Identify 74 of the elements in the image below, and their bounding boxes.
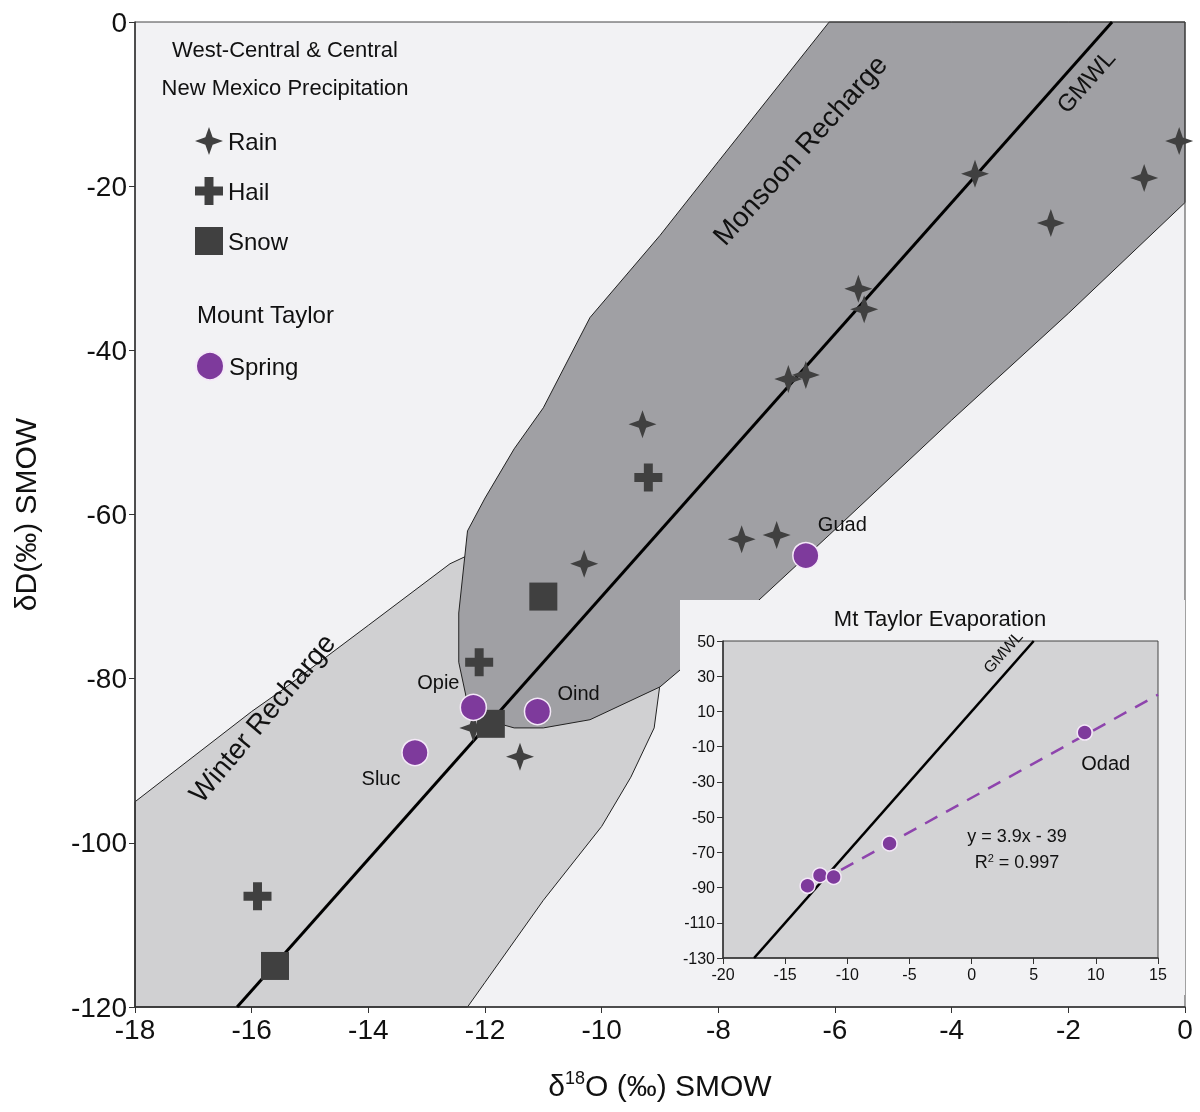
x-tick-label: 10 [1086,965,1105,983]
point [1076,724,1093,741]
point [261,951,289,980]
y-tick-label: -10 [691,738,716,756]
x-tick-label: -16 [231,1013,272,1045]
x-tick-label: -5 [902,965,917,983]
annotation: Sluc [361,766,401,789]
y-axis-title: δD(‰) SMOW [8,417,42,612]
legend-label: Spring [229,352,299,380]
x-tick-label: -14 [348,1013,389,1045]
x-tick-label: -8 [705,1013,731,1045]
y-tick-label: -30 [691,773,716,791]
x-tick-label: 0 [1177,1013,1193,1045]
legend-label: Hail [228,177,270,205]
y-tick-label: -50 [691,808,716,826]
point [465,648,494,677]
point [523,697,552,726]
point [476,709,505,738]
legend-title: West-Central & Central New Mexico Precipitation [161,36,409,101]
y-tick-label: -70 [691,843,716,861]
point [1036,209,1065,238]
y-tick-label: -20 [86,170,127,202]
point [792,541,820,570]
y-tick-label: -80 [86,663,127,695]
y-tick-label: 10 [697,702,716,720]
point [799,877,816,894]
y-tick-label: -130 [682,949,716,967]
point [961,159,989,188]
point [825,868,842,886]
point [628,410,657,439]
point [1165,127,1194,156]
point [850,295,879,324]
x-tick-label: 0 [967,965,977,983]
legend-label: Snow [228,227,289,255]
y-tick-label: -90 [691,879,716,897]
y-tick-label: 50 [697,632,716,650]
x-tick-label: -12 [464,1013,506,1045]
y-tick-label: 30 [697,667,716,685]
point [844,274,873,303]
annotation: Oind [557,681,600,704]
point [506,742,534,771]
annotation: Opie [417,671,460,694]
point [529,582,558,611]
y-tick-label: -110 [684,914,716,932]
point [774,365,803,394]
point [243,882,272,911]
y-tick-label: -60 [86,499,127,530]
y-tick-label: 0 [111,6,127,38]
point [791,360,820,389]
point [570,549,599,578]
x-tick-label: -6 [822,1013,848,1045]
point [1130,163,1159,192]
x-tick-label: -10 [581,1013,622,1045]
annotation: y = 3.9x - 39 [967,826,1067,846]
x-tick-label: -10 [835,965,859,983]
point [459,693,488,722]
chart-title: Mt Taylor Evaporation [833,605,1047,631]
point [401,738,429,767]
point [727,525,756,554]
point [634,463,663,492]
point [811,867,829,884]
x-tick-label: -4 [939,1013,965,1045]
x-tick-label: -20 [711,965,735,983]
y-tick-label: -40 [86,334,127,366]
point [762,521,791,550]
x-tick-label: 5 [1029,965,1039,983]
x-tick-label: -15 [773,965,797,983]
annotation: Odad [1081,751,1131,774]
y-tick-label: -100 [70,827,127,859]
x-tick-label: -2 [1055,1013,1081,1045]
legend-label: Rain [228,127,278,155]
annotation: Mount Taylor [197,300,334,328]
point [881,835,898,852]
x-tick-label: 15 [1149,965,1167,983]
